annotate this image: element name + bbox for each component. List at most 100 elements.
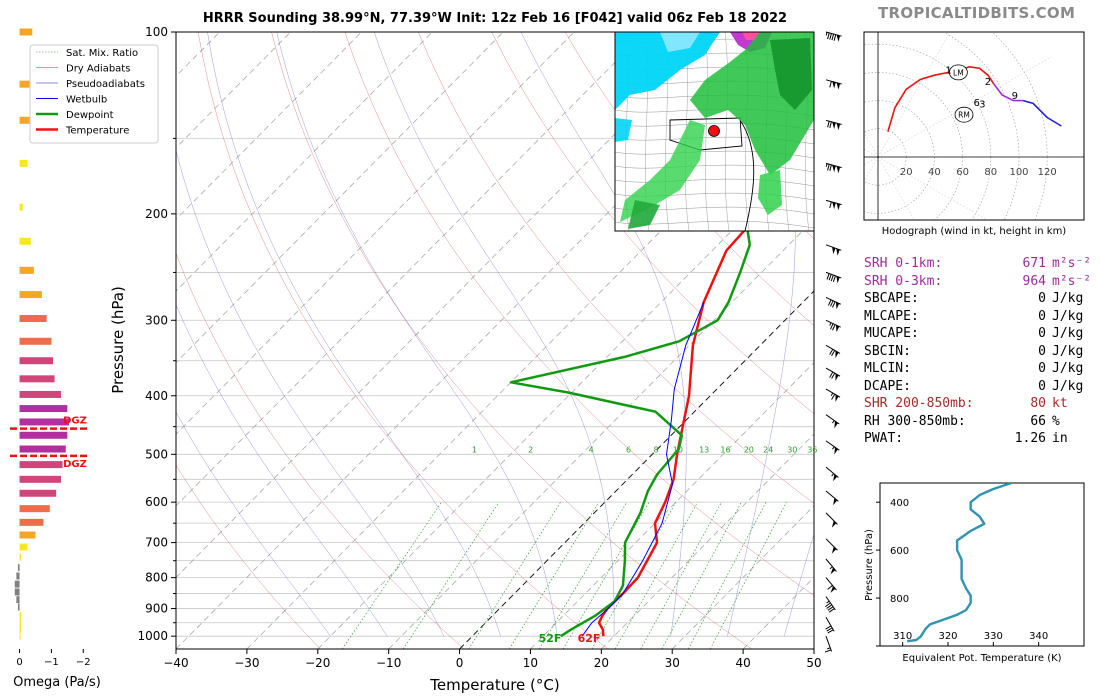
parameters-table: SRH 0-1km: 671 m²s⁻² SRH 0-3km: 964 m²s⁻² SBCA… [864, 255, 1094, 448]
barb-flag [836, 203, 841, 211]
barb-full [831, 393, 836, 400]
barb-flag [834, 447, 838, 455]
mixing-ratio-line [509, 501, 599, 649]
barb-staff [825, 388, 841, 398]
barb-flag [832, 247, 836, 255]
legend: Sat. Mix. Ratio Dry Adiabats Pseudoadiabat… [29, 44, 159, 144]
barb-staff [825, 466, 839, 478]
y-tick-label: 900 [145, 602, 168, 616]
hodograph-trace [1022, 99, 1062, 127]
barb-flag [835, 350, 839, 359]
barb-full [832, 275, 836, 282]
barb-flag [831, 520, 837, 528]
x-tick-label: 40 [735, 656, 750, 670]
param-row: MLCAPE: 0 J/kg [864, 308, 1094, 326]
y-tick-label: 1000 [137, 629, 168, 643]
mixing-ratio-line [687, 501, 767, 649]
barb-full [827, 606, 834, 611]
omega-bar [19, 612, 22, 620]
omega-bar [19, 291, 42, 299]
pseudoadiabat [176, 149, 445, 637]
x-tick-label: 30 [665, 656, 680, 670]
barb-flag [835, 394, 839, 402]
barb-flag [833, 474, 838, 482]
barb-staff [825, 367, 841, 377]
wind-barb [825, 512, 838, 528]
barb-full [829, 201, 832, 209]
param-row: SRH 0-3km: 964 m²s⁻² [864, 273, 1094, 291]
omega-bar [19, 266, 34, 274]
omega-bar [19, 626, 22, 634]
param-value: 1.26 [1014, 431, 1046, 446]
barb-flag [832, 165, 836, 173]
param-row: SBCAPE: 0 J/kg [864, 290, 1094, 308]
mixing-ratio-line [709, 501, 787, 649]
param-row: MUCAPE: 0 J/kg [864, 325, 1094, 343]
param-row: SBCIN: 0 J/kg [864, 343, 1094, 361]
barb-flag [830, 586, 836, 593]
hodograph-ring-label: 80 [984, 167, 997, 178]
isotherm-line [459, 290, 814, 649]
barb-half [830, 392, 834, 396]
param-unit: m²s⁻² [1052, 256, 1092, 271]
wind-barb [825, 466, 839, 482]
y-tick-label: 500 [145, 447, 168, 461]
barb-full [829, 33, 832, 40]
barb-flag [835, 324, 840, 333]
storm-motion-label: LM [953, 68, 964, 77]
barb-full [828, 608, 835, 613]
omega-bar [17, 603, 20, 611]
barb-flag [834, 420, 838, 429]
mixing-ratio-line [468, 501, 561, 649]
pseudoadiabat [373, 32, 615, 637]
barb-half [832, 446, 835, 450]
isotherm-line [176, 32, 717, 578]
dry-adiabat [418, 32, 814, 504]
barb-half [825, 163, 828, 167]
omega-bar [19, 518, 44, 526]
omega-tick-label: 0 [16, 657, 22, 668]
barb-full [825, 625, 832, 630]
omega-xlabel: Omega (Pa/s) [13, 675, 101, 690]
param-row: DCAPE: 0 J/kg [864, 378, 1094, 396]
omega-bar [19, 418, 69, 426]
isotherm-line [176, 32, 362, 220]
barb-full [826, 604, 833, 609]
x-tick-label: −10 [376, 656, 401, 670]
param-unit: J/kg [1052, 326, 1084, 341]
omega-bar [19, 431, 68, 439]
hodograph-height-label: 6 [974, 98, 980, 109]
barb-full [831, 33, 835, 41]
dry-adiabat [197, 32, 609, 649]
wind-barb [825, 119, 842, 131]
hodograph-height-label: 3 [979, 99, 985, 110]
wind-barb [825, 31, 842, 42]
legend-label: Dry Adiabats [66, 64, 130, 75]
isotherm-line [176, 32, 646, 507]
mixing-ratio-label: 1 [472, 445, 477, 454]
param-value: 964 [1022, 273, 1046, 289]
omega-bar [19, 531, 36, 539]
pseudoadiabat [727, 32, 796, 637]
barb-full [827, 299, 832, 306]
param-label: MLCAPE: [864, 308, 919, 324]
isotherm-line [176, 32, 291, 149]
barb-staff [825, 577, 837, 591]
barb-flag [836, 34, 841, 42]
barb-staff [825, 636, 833, 652]
param-value: 0 [1038, 343, 1046, 359]
param-unit: J/kg [1052, 378, 1084, 394]
location-marker [708, 125, 720, 137]
y-tick-label: 600 [145, 495, 168, 509]
barb-full [824, 649, 832, 653]
param-label: SRH 0-3km: [864, 273, 943, 289]
barb-full [825, 602, 831, 608]
omega-bar [17, 564, 20, 572]
mixing-ratio-label: 13 [699, 445, 709, 454]
wind-barb [825, 616, 835, 634]
hodograph-height-label: 2 [985, 77, 991, 88]
barb-flag [832, 81, 836, 89]
barb-flag [836, 276, 840, 284]
barb-full [827, 164, 830, 171]
